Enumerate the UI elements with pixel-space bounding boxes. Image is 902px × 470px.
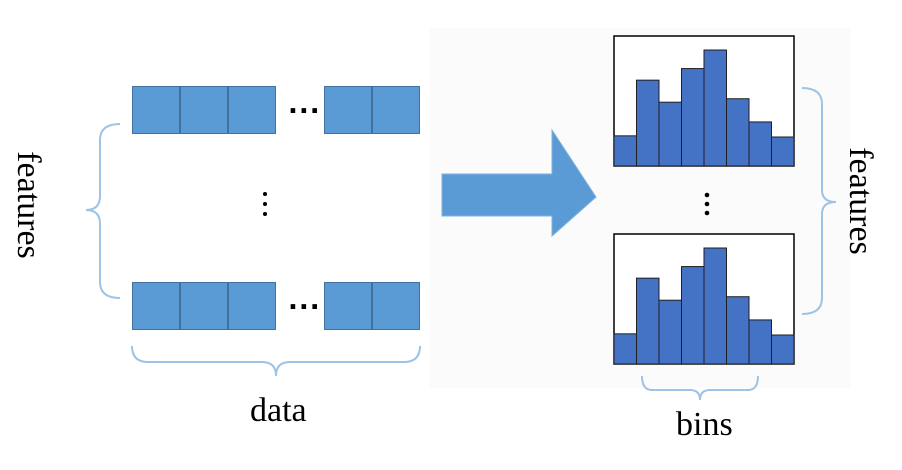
histogram-bar (726, 98, 750, 167)
histogram-bar (636, 79, 660, 167)
histogram-bar (658, 299, 682, 365)
vertical-ellipsis-left (263, 192, 269, 222)
right-arrow-icon (441, 128, 597, 238)
data-label: data (250, 392, 307, 429)
histogram-bottom (613, 247, 795, 365)
feature-row-top-right-cells (324, 86, 420, 134)
data-cell (324, 282, 372, 330)
right-features-brace (801, 87, 837, 315)
histogram-bar (771, 136, 795, 167)
histogram-bar (748, 121, 772, 167)
right-features-label: features (841, 147, 879, 255)
horizontal-ellipsis: ... (288, 286, 321, 316)
histogram-bar (613, 333, 637, 365)
data-cell (372, 282, 420, 330)
histogram-bar (771, 334, 795, 365)
histogram-bar (703, 247, 727, 365)
data-brace (131, 345, 421, 377)
histogram-bar (658, 101, 682, 167)
left-features-label: features (9, 151, 47, 259)
data-cell (228, 282, 276, 330)
feature-row-bottom-right-cells (324, 282, 420, 330)
bins-brace (641, 375, 759, 401)
histogram-bar (636, 277, 660, 365)
data-cell (372, 86, 420, 134)
histogram-bar (726, 296, 750, 365)
histogram-bar (748, 319, 772, 365)
data-cell (324, 86, 372, 134)
histogram-bar (681, 266, 705, 365)
data-cell (228, 86, 276, 134)
vertical-ellipsis-right (704, 192, 710, 216)
left-features-brace (85, 123, 121, 299)
histogram-bar (613, 135, 637, 167)
feature-row-top-left-cells (132, 86, 276, 134)
data-cell (132, 86, 180, 134)
data-cell (180, 86, 228, 134)
data-cell (132, 282, 180, 330)
histogram-top (613, 49, 795, 167)
histogram-bar (703, 49, 727, 167)
horizontal-ellipsis: ... (288, 90, 321, 120)
data-cell (180, 282, 228, 330)
histogram-bar (681, 68, 705, 167)
feature-row-bottom-left-cells (132, 282, 276, 330)
bins-label: bins (676, 406, 733, 443)
